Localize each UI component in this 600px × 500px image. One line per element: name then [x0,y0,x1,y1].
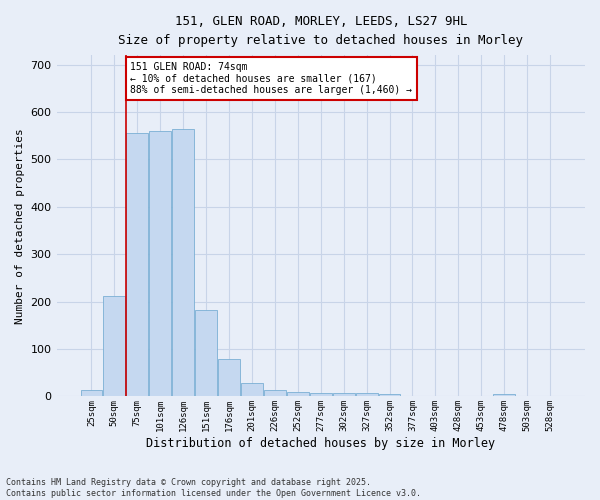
Bar [493,394,515,396]
Bar [103,296,125,396]
Bar [218,360,240,397]
Bar [264,390,286,396]
Bar [333,392,355,396]
Y-axis label: Number of detached properties: Number of detached properties [15,128,25,324]
Title: 151, GLEN ROAD, MORLEY, LEEDS, LS27 9HL
Size of property relative to detached ho: 151, GLEN ROAD, MORLEY, LEEDS, LS27 9HL … [118,15,523,47]
Bar [127,134,148,396]
Bar [149,131,171,396]
Bar [241,383,263,396]
Bar [195,310,217,396]
Bar [172,128,194,396]
Bar [379,394,400,396]
Text: Contains HM Land Registry data © Crown copyright and database right 2025.
Contai: Contains HM Land Registry data © Crown c… [6,478,421,498]
Bar [80,390,103,396]
Bar [310,392,332,396]
Bar [356,392,377,396]
X-axis label: Distribution of detached houses by size in Morley: Distribution of detached houses by size … [146,437,496,450]
Bar [287,392,309,396]
Text: 151 GLEN ROAD: 74sqm
← 10% of detached houses are smaller (167)
88% of semi-deta: 151 GLEN ROAD: 74sqm ← 10% of detached h… [130,62,412,96]
